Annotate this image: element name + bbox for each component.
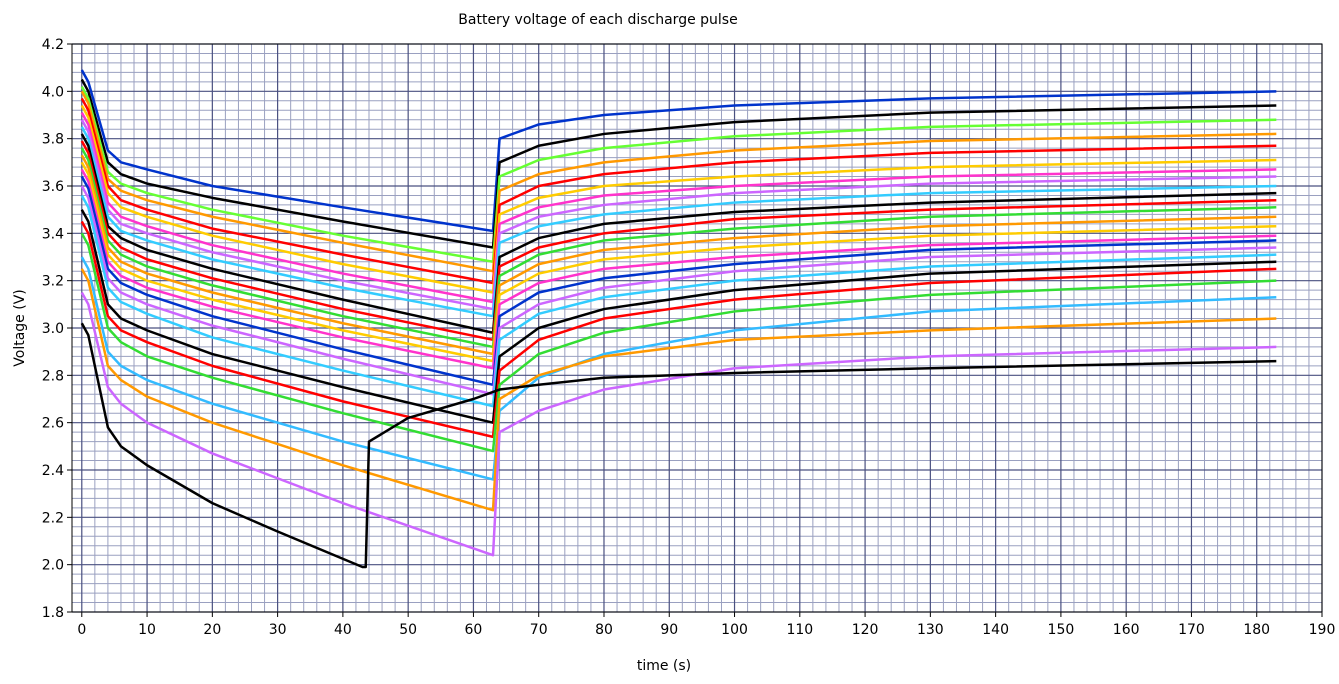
y-tick-label: 2.8 xyxy=(42,368,64,384)
x-tick-label: 180 xyxy=(1243,622,1270,638)
x-tick-label: 60 xyxy=(465,622,483,638)
series-line xyxy=(80,161,1277,363)
x-tick-label: 120 xyxy=(852,622,879,638)
x-tick-label: 70 xyxy=(530,622,548,638)
y-tick-label: 1.8 xyxy=(42,605,64,621)
series-line xyxy=(80,147,1277,349)
y-tick-label: 3.6 xyxy=(42,179,64,195)
series-line xyxy=(80,85,1277,263)
series-line xyxy=(80,220,1277,439)
x-tick-label: 20 xyxy=(203,622,221,638)
series-line xyxy=(80,168,1277,370)
y-tick-label: 3.4 xyxy=(42,226,64,242)
x-tick-label: 40 xyxy=(334,622,352,638)
plot-frame xyxy=(71,43,1323,613)
y-tick-label: 4.0 xyxy=(42,84,64,100)
y-tick-label: 3.2 xyxy=(42,274,64,290)
series-line xyxy=(80,268,1277,512)
series-line xyxy=(80,256,1277,481)
y-tick-label: 2.2 xyxy=(42,510,64,526)
x-tick-label: 50 xyxy=(399,622,417,638)
x-tick-label: 140 xyxy=(982,622,1009,638)
y-axis-label: Voltage (V) xyxy=(12,289,28,366)
series-line xyxy=(80,209,1277,424)
x-tick-label: 10 xyxy=(138,622,156,638)
series-line xyxy=(80,119,1277,311)
series-line xyxy=(80,175,1277,387)
series-line xyxy=(80,291,1277,557)
series-line xyxy=(80,112,1277,304)
series-line xyxy=(80,69,1277,233)
y-tick-label: 3.0 xyxy=(42,321,64,337)
x-tick-label: 30 xyxy=(269,622,287,638)
series-line xyxy=(80,126,1277,318)
x-tick-label: 160 xyxy=(1113,622,1140,638)
y-tick-label: 3.8 xyxy=(42,132,64,148)
x-tick-label: 100 xyxy=(721,622,748,638)
x-tick-label: 170 xyxy=(1178,622,1205,638)
x-tick-label: 80 xyxy=(595,622,613,638)
series-line xyxy=(80,185,1277,396)
x-tick-label: 150 xyxy=(1048,622,1075,638)
y-tick-label: 4.2 xyxy=(42,37,64,53)
x-tick-label: 110 xyxy=(786,622,813,638)
y-tick-label: 2.6 xyxy=(42,416,64,432)
x-tick-label: 130 xyxy=(917,622,944,638)
series-line xyxy=(80,322,1277,569)
chart-title: Battery voltage of each discharge pulse xyxy=(458,12,737,28)
x-tick-label: 190 xyxy=(1309,622,1336,638)
series-line xyxy=(80,78,1277,249)
y-tick-label: 2.0 xyxy=(42,558,64,574)
y-tick-label: 2.4 xyxy=(42,463,64,479)
x-axis-label: time (s) xyxy=(637,658,691,674)
series-line xyxy=(80,97,1277,285)
x-tick-label: 0 xyxy=(77,622,86,638)
series-line xyxy=(80,154,1277,356)
series-line xyxy=(80,232,1277,453)
series-line xyxy=(80,140,1277,342)
series-line xyxy=(80,194,1277,408)
x-tick-label: 90 xyxy=(660,622,678,638)
series-line xyxy=(80,133,1277,334)
series-line xyxy=(80,90,1277,273)
series-line xyxy=(80,104,1277,294)
